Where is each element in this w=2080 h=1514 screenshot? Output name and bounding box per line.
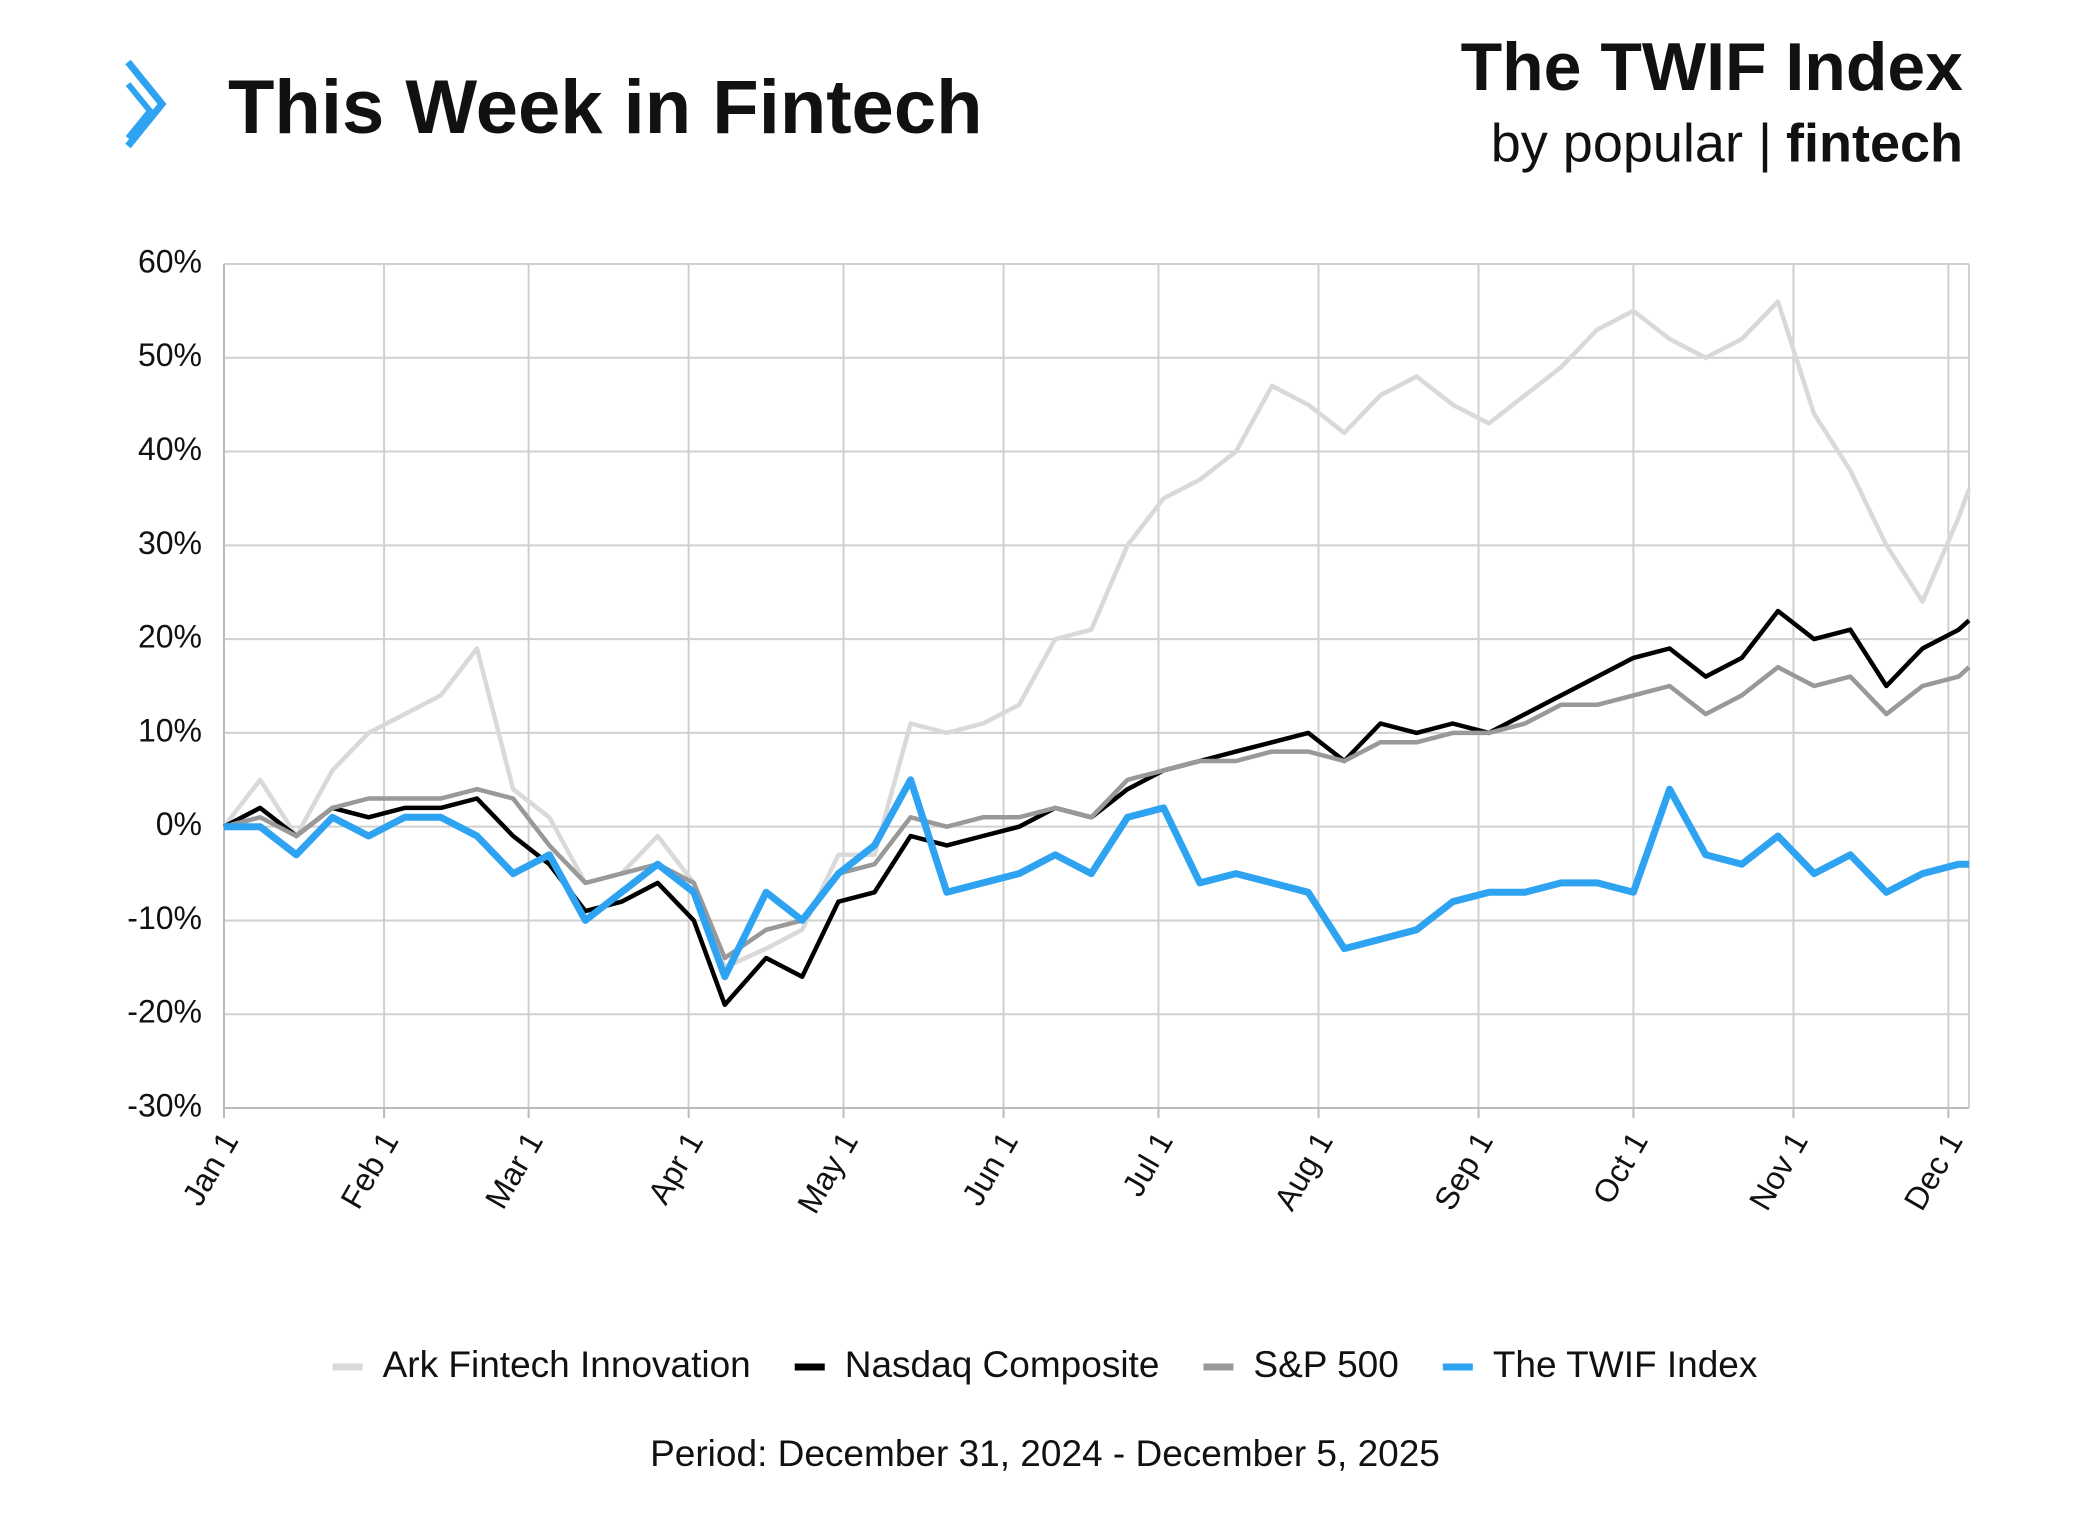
y-tick-label: 40% (138, 431, 202, 467)
y-tick-label: 0% (156, 806, 202, 842)
y-tick-label: -10% (127, 900, 202, 936)
y-tick-label: 20% (138, 619, 202, 655)
y-tick-label: -20% (127, 994, 202, 1030)
legend-label: The TWIF Index (1493, 1344, 1758, 1385)
legend-label: Ark Fintech Innovation (383, 1344, 751, 1385)
series-line (223, 664, 1971, 961)
series-line (222, 299, 1972, 970)
series-line (224, 776, 1969, 981)
byline: by popular | (1491, 113, 1772, 173)
index-title: The TWIF Index (1461, 29, 1964, 105)
y-tick-label: 10% (138, 712, 202, 748)
byline-brand: fintech (1786, 113, 1963, 173)
series-line (222, 608, 1971, 1008)
y-tick-label: 50% (138, 337, 202, 373)
brand-title: This Week in Fintech (228, 65, 983, 150)
y-tick-label: 60% (138, 243, 202, 279)
y-tick-label: -30% (127, 1087, 202, 1123)
caption: Period: December 31, 2024 - December 5, … (650, 1433, 1440, 1474)
legend-label: S&P 500 (1253, 1344, 1398, 1385)
y-tick-label: 30% (138, 525, 202, 561)
logo (125, 59, 167, 149)
legend-label: Nasdaq Composite (845, 1344, 1160, 1385)
